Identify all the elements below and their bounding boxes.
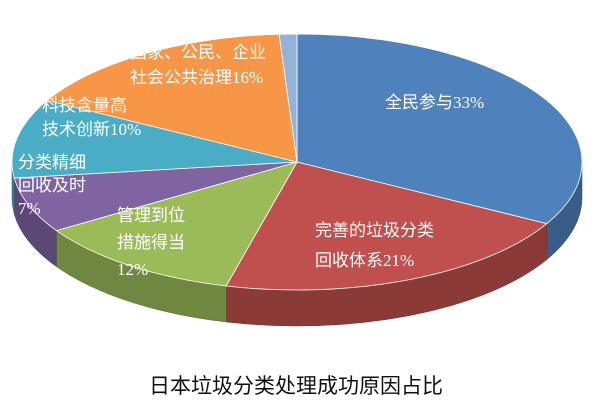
pie-tops xyxy=(11,33,583,291)
data-label: 科技含量高 xyxy=(42,96,127,115)
data-label: 完善的垃圾分类 xyxy=(315,221,434,240)
data-label: 全民参与33% xyxy=(385,93,484,112)
data-label: 12% xyxy=(117,260,148,279)
slice xyxy=(13,161,298,232)
data-label: 措施得当 xyxy=(117,233,185,252)
data-label: 7% xyxy=(18,199,41,218)
data-label: 其他1% xyxy=(268,14,325,33)
data-label: 国家、公民、企业 xyxy=(130,43,266,62)
data-label: 管理到位 xyxy=(117,206,185,225)
data-label: 回收体系21% xyxy=(315,251,414,270)
slice xyxy=(46,33,298,163)
chart-title: 日本垃圾分类处理成功原因占比 xyxy=(149,374,443,398)
slice xyxy=(278,33,298,163)
data-label: 社会公共治理16% xyxy=(130,68,263,87)
data-label: 回收及时 xyxy=(18,176,86,195)
slice xyxy=(225,161,548,291)
slice xyxy=(55,161,298,287)
slice xyxy=(11,99,298,179)
data-label: 技术创新10% xyxy=(42,120,141,139)
slice xyxy=(296,33,583,225)
data-label: 分类精细 xyxy=(18,153,86,172)
